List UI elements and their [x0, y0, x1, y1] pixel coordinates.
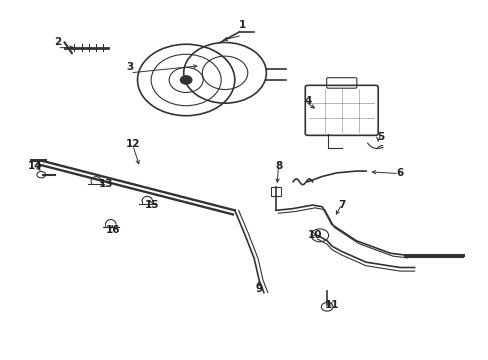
Circle shape: [180, 76, 192, 84]
Text: 1: 1: [238, 19, 245, 30]
Text: 6: 6: [396, 168, 403, 178]
Text: 9: 9: [255, 284, 262, 294]
Text: 4: 4: [304, 96, 311, 107]
Text: 3: 3: [126, 63, 134, 72]
Text: 2: 2: [54, 37, 61, 48]
Text: 13: 13: [99, 179, 113, 189]
Text: 10: 10: [307, 230, 322, 240]
Text: 8: 8: [274, 161, 282, 171]
Bar: [271, 187, 281, 196]
Text: 14: 14: [28, 161, 42, 171]
Text: 11: 11: [324, 300, 339, 310]
Text: 16: 16: [106, 225, 120, 235]
Text: 15: 15: [144, 200, 159, 210]
Text: 12: 12: [125, 139, 140, 149]
Text: 7: 7: [337, 200, 345, 210]
Text: 5: 5: [376, 132, 384, 142]
